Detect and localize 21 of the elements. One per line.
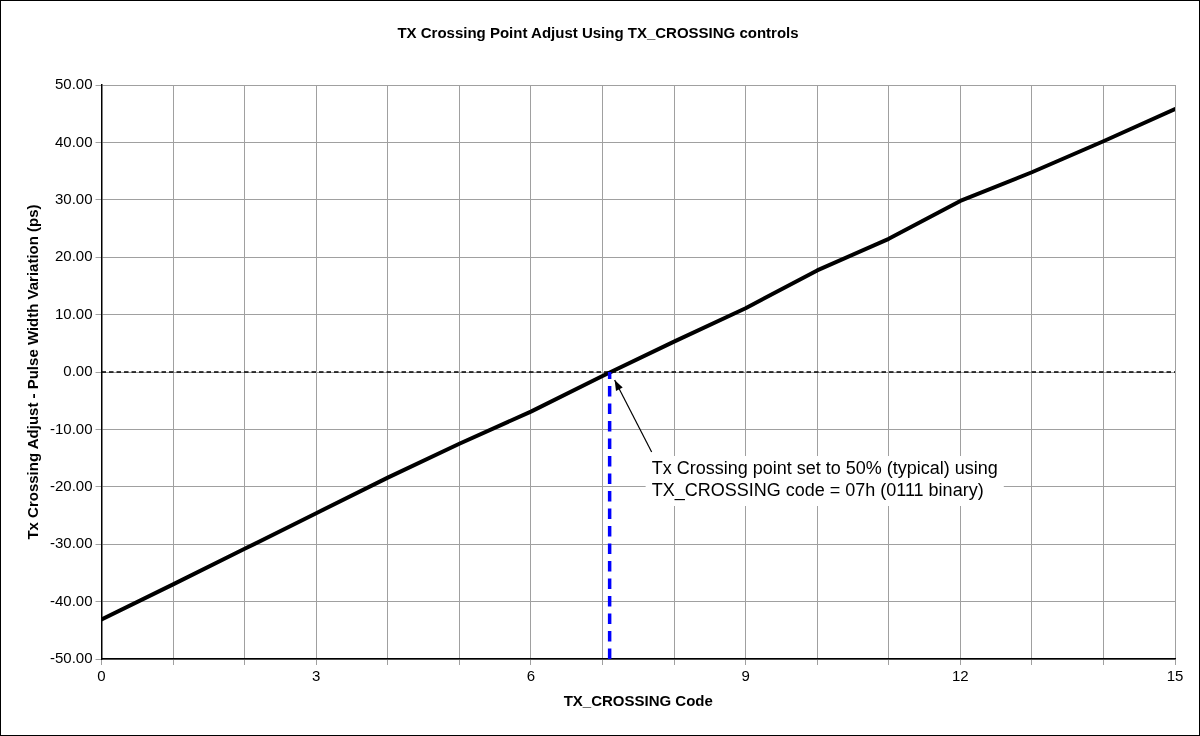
y-tick-label: 30.00 [54, 189, 93, 207]
y-tick-label: 0.00 [63, 362, 93, 380]
y-tick-label: -20.00 [49, 476, 93, 494]
y-tick-label: -50.00 [49, 649, 93, 667]
x-tick-label: 12 [951, 667, 969, 685]
x-tick-label: 3 [312, 667, 321, 685]
chart-title: TX Crossing Point Adjust Using TX_CROSSING controls [397, 24, 799, 42]
x-axis-title: TX_CROSSING Code [563, 692, 713, 710]
x-tick-label: 6 [526, 667, 536, 685]
y-tick-label: 40.00 [54, 132, 93, 150]
y-tick-label: 50.00 [54, 75, 93, 93]
y-axis-title: Tx Crossing Adjust - Pulse Width Variation (ps) [24, 204, 42, 540]
y-tick-label: 20.00 [54, 247, 93, 265]
x-tick-label: 15 [1166, 667, 1184, 685]
annotation: Tx Crossing point set to 50% (typical) using TX_CROSSING code = 07h (0111 binary) [651, 457, 998, 501]
x-tick-label: 9 [741, 667, 750, 685]
y-tick-label: -10.00 [49, 419, 93, 437]
y-tick-label: 10.00 [54, 304, 93, 322]
y-tick-label: -30.00 [49, 534, 93, 552]
y-tick-label: -40.00 [49, 591, 93, 609]
x-tick-label: 0 [97, 667, 106, 685]
